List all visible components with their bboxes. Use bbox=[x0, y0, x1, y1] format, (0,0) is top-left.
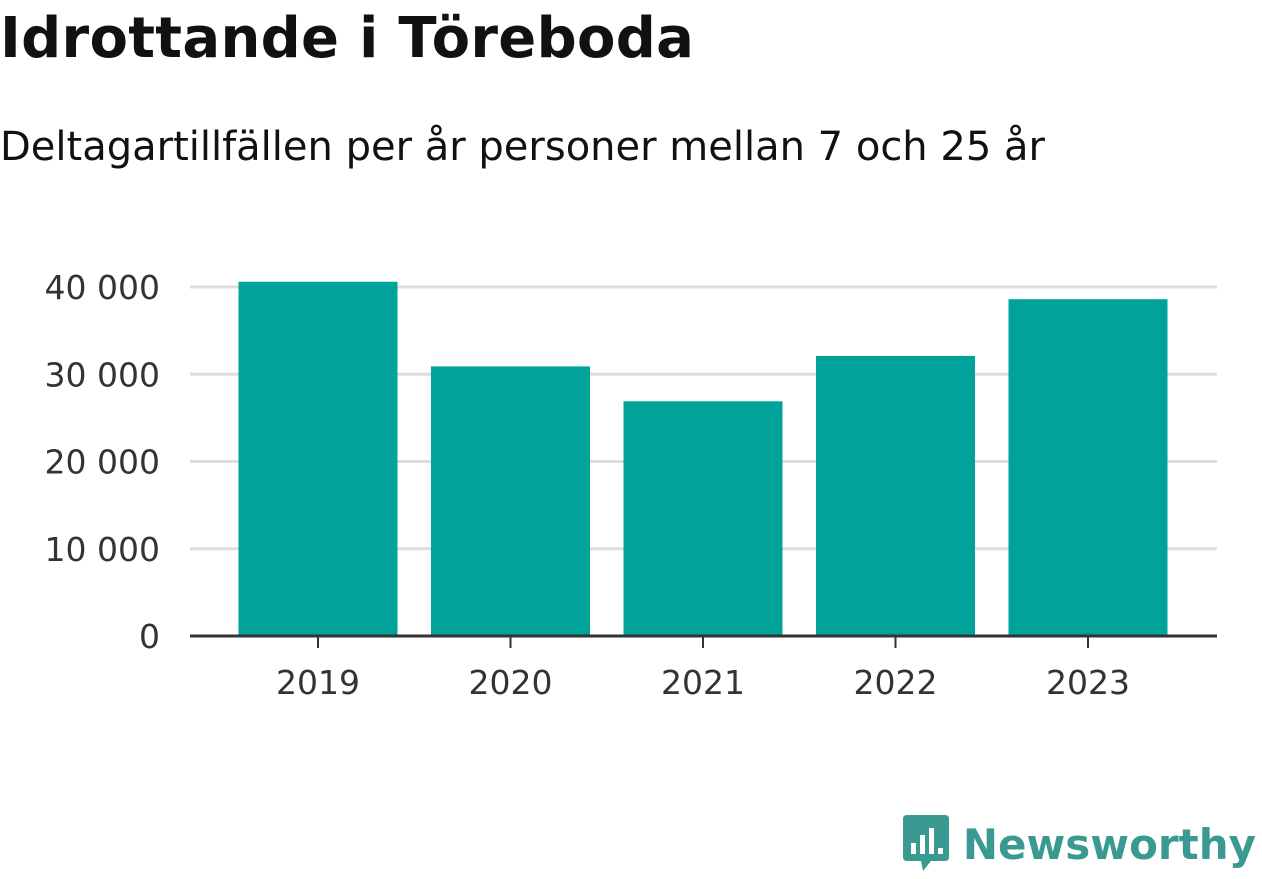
y-tick-label: 30 000 bbox=[45, 355, 160, 394]
newsworthy-logo-icon bbox=[902, 815, 949, 871]
bar bbox=[431, 366, 590, 636]
x-tick-label: 2023 bbox=[1046, 663, 1130, 702]
newsworthy-brand: Newsworthy bbox=[901, 815, 1256, 873]
x-tick-label: 2020 bbox=[469, 663, 553, 702]
bars bbox=[238, 281, 1168, 636]
bar bbox=[816, 355, 975, 636]
tick-labels: 0 10 000 20 000 30 000 40 000 2019 2020 2021 202… bbox=[45, 268, 1130, 702]
y-tick-label: 10 000 bbox=[45, 530, 160, 569]
x-tick-label: 2019 bbox=[276, 663, 360, 702]
newsworthy-wordmark: Newsworthy bbox=[962, 819, 1256, 869]
bar bbox=[1008, 299, 1168, 636]
y-tick-label: 20 000 bbox=[45, 443, 160, 482]
chart-title: Idrottande i Töreboda bbox=[0, 6, 695, 71]
y-tick-label: 40 000 bbox=[45, 268, 160, 307]
bar bbox=[238, 281, 398, 636]
chart-subtitle: Deltagartillfällen per år personer mella… bbox=[0, 124, 1045, 170]
x-tick-label: 2021 bbox=[661, 663, 745, 702]
bar bbox=[623, 401, 783, 636]
y-tick-label: 0 bbox=[139, 617, 160, 656]
axes bbox=[190, 634, 1217, 648]
x-tick-label: 2022 bbox=[854, 663, 938, 702]
